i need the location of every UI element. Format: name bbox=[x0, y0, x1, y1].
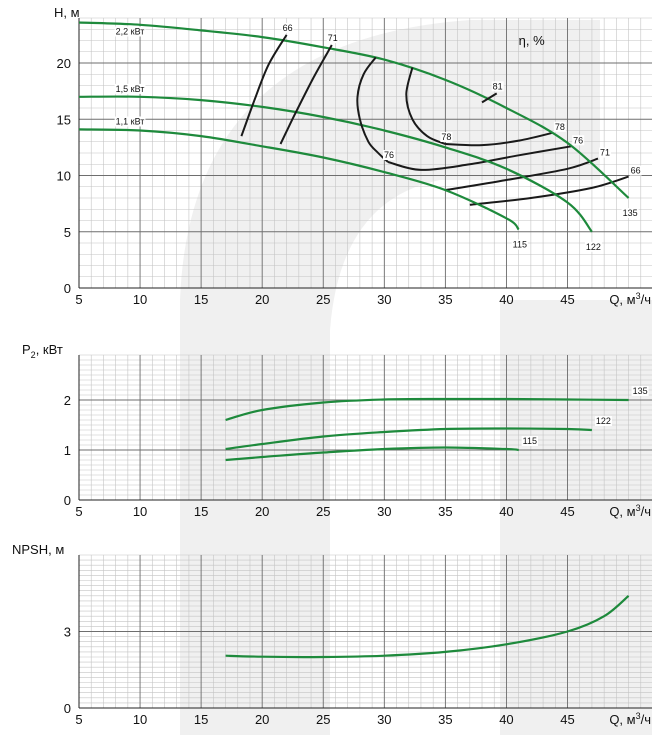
efficiency-label-76: 76 bbox=[384, 150, 394, 160]
y-axis-label: P2, кВт bbox=[22, 342, 63, 360]
y-tick-label: 3 bbox=[64, 625, 71, 640]
x-tick-label: 15 bbox=[194, 292, 208, 307]
x-axis-label-base: Q, м bbox=[609, 712, 635, 727]
y-axis-label-tail: , кВт bbox=[36, 342, 63, 357]
efficiency-axis-label: η, % bbox=[519, 33, 545, 48]
x-tick-label: 35 bbox=[438, 292, 452, 307]
y-tick-label: 5 bbox=[64, 225, 71, 240]
x-tick-label: 20 bbox=[255, 292, 269, 307]
x-tick-label: 10 bbox=[133, 292, 147, 307]
x-tick-label: 25 bbox=[316, 292, 330, 307]
motor-power-label: 1,5 кВт bbox=[116, 84, 145, 94]
y-tick-label: 1 bbox=[64, 443, 71, 458]
x-tick-label: 10 bbox=[133, 712, 147, 727]
y-tick-label: 0 bbox=[64, 701, 71, 716]
x-tick-label: 15 bbox=[194, 504, 208, 519]
x-axis-label: Q, м3/ч bbox=[609, 503, 651, 519]
x-tick-label: 10 bbox=[133, 504, 147, 519]
x-axis-label: Q, м3/ч bbox=[609, 711, 651, 727]
y-axis-label: NPSH, м bbox=[12, 542, 64, 557]
x-tick-label: 45 bbox=[560, 504, 574, 519]
efficiency-label-71-end: 71 bbox=[600, 148, 610, 158]
x-tick-label: 45 bbox=[560, 292, 574, 307]
x-tick-label: 30 bbox=[377, 504, 391, 519]
x-axis-label-tail: /ч bbox=[641, 712, 651, 727]
efficiency-label-78: 78 bbox=[441, 132, 451, 142]
x-axis-label-base: Q, м bbox=[609, 504, 635, 519]
x-tick-label: 25 bbox=[316, 712, 330, 727]
x-axis-label-tail: /ч bbox=[641, 292, 651, 307]
x-tick-label: 30 bbox=[377, 292, 391, 307]
x-tick-label: 5 bbox=[75, 712, 82, 727]
y-tick-label: 0 bbox=[64, 281, 71, 296]
y-tick-label: 2 bbox=[64, 393, 71, 408]
curve-label-115: 115 bbox=[523, 436, 537, 446]
efficiency-label-66-end: 66 bbox=[631, 166, 641, 176]
x-tick-label: 45 bbox=[560, 712, 574, 727]
curve-label-122: 122 bbox=[596, 416, 611, 426]
x-tick-label: 30 bbox=[377, 712, 391, 727]
x-tick-label: 20 bbox=[255, 712, 269, 727]
x-tick-label: 40 bbox=[499, 712, 513, 727]
x-tick-label: 40 bbox=[499, 292, 513, 307]
x-axis-label: Q, м3/ч bbox=[609, 291, 651, 307]
x-tick-label: 20 bbox=[255, 504, 269, 519]
efficiency-label-71: 71 bbox=[328, 33, 338, 43]
y-axis-label-base: P bbox=[22, 342, 31, 357]
x-tick-label: 5 bbox=[75, 292, 82, 307]
x-tick-label: 15 bbox=[194, 712, 208, 727]
curve-label-115: 115 bbox=[513, 240, 527, 250]
y-tick-label: 15 bbox=[57, 112, 71, 127]
x-tick-label: 35 bbox=[438, 504, 452, 519]
x-tick-label: 25 bbox=[316, 504, 330, 519]
curve-label-122: 122 bbox=[586, 242, 601, 252]
x-axis-label-tail: /ч bbox=[641, 504, 651, 519]
curve-label-135: 135 bbox=[633, 386, 648, 396]
motor-power-label: 2,2 кВт bbox=[116, 27, 145, 37]
y-tick-label: 20 bbox=[57, 56, 71, 71]
motor-power-label: 1,1 кВт bbox=[116, 117, 145, 127]
y-tick-label: 10 bbox=[57, 169, 71, 184]
y-tick-label: 0 bbox=[64, 493, 71, 508]
efficiency-label-76-end: 76 bbox=[573, 135, 583, 145]
x-tick-label: 5 bbox=[75, 504, 82, 519]
x-tick-label: 40 bbox=[499, 504, 513, 519]
x-axis-label-base: Q, м bbox=[609, 292, 635, 307]
curve-label-135: 135 bbox=[623, 208, 638, 218]
y-axis-label: H, м bbox=[54, 5, 80, 20]
efficiency-label-78-end: 78 bbox=[555, 122, 565, 132]
efficiency-label-81: 81 bbox=[493, 81, 503, 91]
x-tick-label: 35 bbox=[438, 712, 452, 727]
efficiency-label-66: 66 bbox=[283, 23, 293, 33]
